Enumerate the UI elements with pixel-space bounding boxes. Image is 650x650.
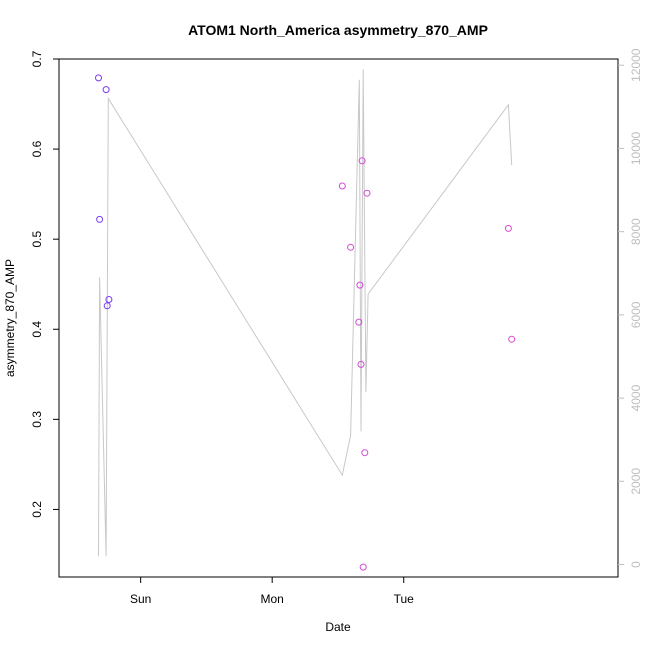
data-point (356, 281, 364, 289)
data-point (355, 318, 363, 326)
y2-tick-label: 6000 (629, 301, 643, 328)
data-point (102, 86, 110, 94)
y2-tick-label: 0 (629, 561, 643, 568)
y2-tick-label: 12000 (629, 48, 643, 82)
data-point (96, 215, 104, 223)
y-tick-label: 0.7 (30, 50, 44, 67)
x-tick-label: Sun (130, 592, 151, 606)
plot-frame (58, 58, 619, 578)
data-point (357, 360, 365, 368)
data-point (508, 335, 516, 343)
data-point (361, 449, 369, 457)
y-axis-label: asymmetry_870_AMP (3, 259, 17, 377)
data-point (358, 157, 366, 165)
y2-tick-label: 2000 (629, 468, 643, 495)
y-tick-label: 0.4 (30, 321, 44, 338)
data-point (347, 243, 355, 251)
y2-tick-label: 8000 (629, 218, 643, 245)
x-tick-label: Tue (394, 592, 415, 606)
data-point (95, 74, 102, 82)
data-point (105, 296, 113, 303)
x-tick-label: Mon (261, 592, 284, 606)
y-tick-label: 0.5 (30, 231, 44, 248)
y2-tick-label: 4000 (629, 384, 643, 411)
data-point (504, 224, 512, 232)
x-axis-label: Date (325, 620, 351, 634)
y-tick-label: 0.2 (30, 501, 44, 518)
data-point (103, 302, 111, 310)
y-tick-label: 0.6 (30, 140, 44, 157)
data-point (363, 189, 371, 197)
y-tick-label: 0.3 (30, 411, 44, 428)
data-point (338, 182, 346, 190)
plot-area: 0.2 0.3 0.4 0.5 0.6 0.7 0 2000 4000 6000 8000 10000… (30, 48, 643, 606)
y2-tick-label: 10000 (629, 131, 643, 165)
chart-title: ATOM1 North_America asymmetry_870_AMP (188, 22, 488, 38)
data-point (359, 563, 367, 571)
series-line (98, 69, 513, 557)
